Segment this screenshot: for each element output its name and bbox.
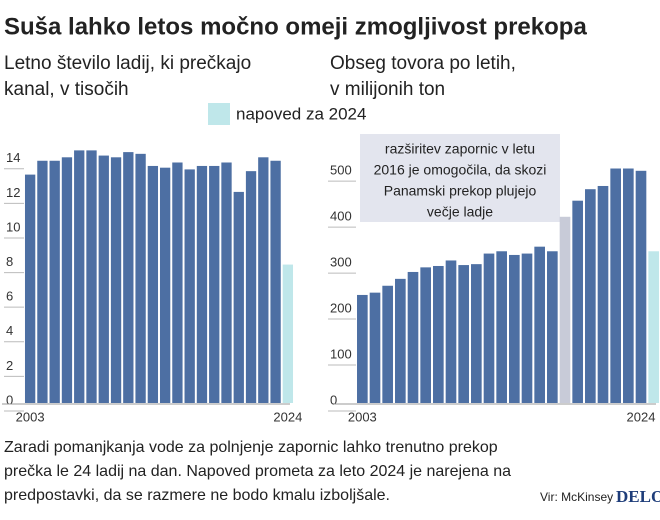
chart-subtitle: Obseg tovora po letih, [330,53,516,74]
annotation: razširitev zapornic v letu [385,141,535,157]
y-tick-label: 0 [330,392,337,407]
bar [597,185,609,403]
bar [648,251,659,403]
bar [123,152,134,403]
legend-swatch [208,103,230,125]
bar [270,160,281,403]
bar [547,251,558,403]
source: Vir: McKinsey [540,490,613,504]
y-tick-label: 8 [6,254,13,269]
y-tick-label: 12 [6,185,20,200]
bar [395,278,406,403]
bar [496,251,507,403]
chart-subtitle: Letno število ladij, ki prečkajo [4,53,251,74]
x-tick-label: 2024 [627,409,656,424]
bar [572,200,583,403]
logo: DELO [616,487,660,506]
y-tick-label: 300 [330,255,352,270]
chart-subtitle: v milijonih ton [330,79,445,100]
annotation-box [360,134,560,222]
bar [407,271,419,403]
annotation: večje ladje [427,204,493,220]
annotation: Panamski prekop plujejo [384,183,537,199]
bar [24,174,36,403]
chart-title: Suša lahko letos močno omeji zmogljivost… [4,13,587,40]
y-tick-label: 2 [6,358,13,373]
bar [483,253,495,403]
y-tick-label: 14 [6,150,20,165]
bar [635,170,647,403]
legend-label: napoved za 2024 [236,104,366,123]
y-tick-label: 500 [330,163,352,178]
bar [445,260,457,403]
bar [172,162,183,403]
bar [420,267,431,403]
bar [610,168,621,403]
bar [74,150,85,403]
bar [559,216,571,403]
y-tick-label: 200 [330,300,352,315]
bar [233,191,244,403]
y-tick-label: 10 [6,219,20,234]
y-tick-label: 0 [6,392,13,407]
bar [369,292,381,403]
y-tick-label: 100 [330,346,352,361]
bar [623,168,634,403]
y-tick-label: 6 [6,289,13,304]
bar [209,165,220,403]
bar [184,169,195,403]
bar [382,285,393,403]
bar [433,265,444,403]
bar [98,155,109,403]
bar [61,157,73,403]
bar [147,165,159,403]
annotation: 2016 je omogočila, da skozi [374,162,547,178]
bar [509,254,520,403]
caption: predpostavki, da se razmere ne bodo kmal… [4,487,390,504]
bar [534,246,545,403]
bar [110,157,122,403]
x-tick-label: 2024 [273,409,302,424]
chart-subtitle: kanal, v tisočih [4,79,129,100]
bar [585,189,596,403]
bar [357,294,368,403]
bar [258,157,269,403]
bar [37,160,48,403]
caption: Zaradi pomanjkanja vode za polnjenje zap… [4,439,498,456]
caption: prečka le 24 ladij na dan. Napoved prome… [4,463,511,480]
y-tick-label: 400 [330,209,352,224]
bar [86,150,97,403]
bar [471,264,482,403]
bar [282,264,294,403]
bar [135,153,146,403]
bar [196,165,208,403]
bar [458,265,469,403]
bar [159,167,171,403]
bar [221,162,232,403]
bar [49,160,60,403]
y-tick-label: 4 [6,323,13,338]
bar [245,171,257,403]
bar [521,253,533,403]
x-tick-label: 2003 [348,409,377,424]
x-tick-label: 2003 [16,409,45,424]
